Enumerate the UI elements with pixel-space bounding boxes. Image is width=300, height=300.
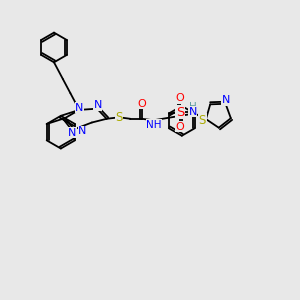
Text: O: O	[176, 122, 184, 131]
Text: S: S	[176, 106, 184, 119]
Text: O: O	[137, 99, 146, 109]
Text: N: N	[68, 128, 77, 138]
Text: N: N	[188, 107, 197, 117]
Text: S: S	[199, 114, 206, 127]
Text: NH: NH	[146, 120, 162, 130]
Text: H: H	[189, 102, 196, 112]
Text: N: N	[94, 100, 102, 110]
Text: N: N	[222, 95, 230, 105]
Text: N: N	[78, 126, 86, 136]
Text: N: N	[75, 103, 83, 113]
Text: O: O	[176, 93, 184, 103]
Text: S: S	[116, 111, 123, 124]
